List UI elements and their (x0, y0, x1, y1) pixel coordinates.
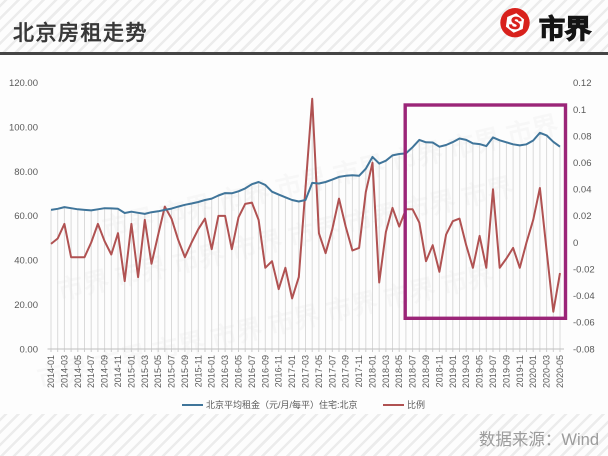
svg-text:2018-01: 2018-01 (368, 355, 378, 388)
svg-text:80.00: 80.00 (14, 167, 38, 178)
svg-text:2014-07: 2014-07 (86, 355, 96, 388)
svg-text:2016-01: 2016-01 (207, 355, 217, 388)
svg-text:2018-09: 2018-09 (421, 355, 431, 388)
svg-text:2017-03: 2017-03 (301, 355, 311, 388)
svg-text:2014-09: 2014-09 (100, 355, 110, 388)
svg-text:2017-07: 2017-07 (327, 355, 337, 388)
svg-text:2019-07: 2019-07 (488, 355, 498, 388)
svg-text:20.00: 20.00 (14, 300, 38, 311)
svg-text:2019-03: 2019-03 (461, 355, 471, 388)
svg-text:2014-01: 2014-01 (46, 355, 56, 388)
svg-text:比例: 比例 (407, 399, 425, 410)
svg-text:0.06: 0.06 (573, 158, 592, 169)
svg-text:2015-09: 2015-09 (180, 355, 190, 388)
svg-text:0.04: 0.04 (573, 185, 592, 196)
svg-text:-0.04: -0.04 (573, 291, 595, 302)
svg-text:40.00: 40.00 (14, 256, 38, 267)
svg-text:0.00: 0.00 (20, 344, 39, 355)
svg-text:2019-11: 2019-11 (515, 355, 525, 387)
svg-text:2015-05: 2015-05 (153, 355, 163, 388)
svg-text:北京平均租金（元/月/每平）住宅:北京: 北京平均租金（元/月/每平）住宅:北京 (206, 399, 358, 410)
svg-text:60.00: 60.00 (14, 211, 38, 222)
svg-text:2014-05: 2014-05 (73, 355, 83, 388)
svg-text:-0.02: -0.02 (573, 265, 595, 276)
svg-text:2016-11: 2016-11 (274, 355, 284, 387)
svg-text:0: 0 (573, 238, 578, 249)
svg-text:2020-01: 2020-01 (528, 355, 538, 388)
svg-text:2020-05: 2020-05 (555, 355, 565, 388)
svg-text:2014-11: 2014-11 (113, 355, 123, 387)
svg-text:2019-05: 2019-05 (475, 355, 485, 388)
svg-text:2015-07: 2015-07 (167, 355, 177, 388)
svg-text:2015-03: 2015-03 (140, 355, 150, 388)
svg-text:2017-11: 2017-11 (354, 355, 364, 387)
svg-text:2016-03: 2016-03 (220, 355, 230, 388)
svg-text:2017-09: 2017-09 (341, 355, 351, 388)
svg-text:2018-11: 2018-11 (434, 355, 444, 387)
svg-text:2019-09: 2019-09 (501, 355, 511, 388)
svg-text:2016-05: 2016-05 (234, 355, 244, 388)
svg-text:0.08: 0.08 (573, 131, 592, 142)
svg-text:-0.06: -0.06 (573, 318, 595, 329)
svg-text:2014-03: 2014-03 (59, 355, 69, 388)
svg-text:2018-07: 2018-07 (408, 355, 418, 388)
svg-text:S: S (508, 13, 523, 34)
svg-text:2019-01: 2019-01 (448, 355, 458, 388)
svg-text:2017-05: 2017-05 (314, 355, 324, 388)
svg-text:0.1: 0.1 (573, 105, 586, 116)
svg-text:2018-03: 2018-03 (381, 355, 391, 388)
svg-text:100.00: 100.00 (9, 123, 38, 134)
svg-text:2016-09: 2016-09 (260, 355, 270, 388)
svg-text:2020-03: 2020-03 (542, 355, 552, 388)
svg-text:2015-01: 2015-01 (126, 355, 136, 388)
svg-text:0.02: 0.02 (573, 211, 592, 222)
svg-text:2018-05: 2018-05 (394, 355, 404, 388)
svg-text:2016-07: 2016-07 (247, 355, 257, 388)
svg-text:2017-01: 2017-01 (287, 355, 297, 388)
svg-text:2015-11: 2015-11 (193, 355, 203, 387)
svg-text:0.12: 0.12 (573, 78, 592, 89)
svg-text:120.00: 120.00 (9, 78, 38, 89)
svg-text:-0.08: -0.08 (573, 344, 595, 355)
